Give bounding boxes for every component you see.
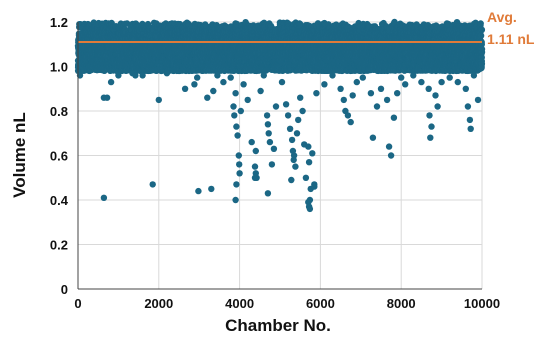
points-layer xyxy=(74,18,486,213)
